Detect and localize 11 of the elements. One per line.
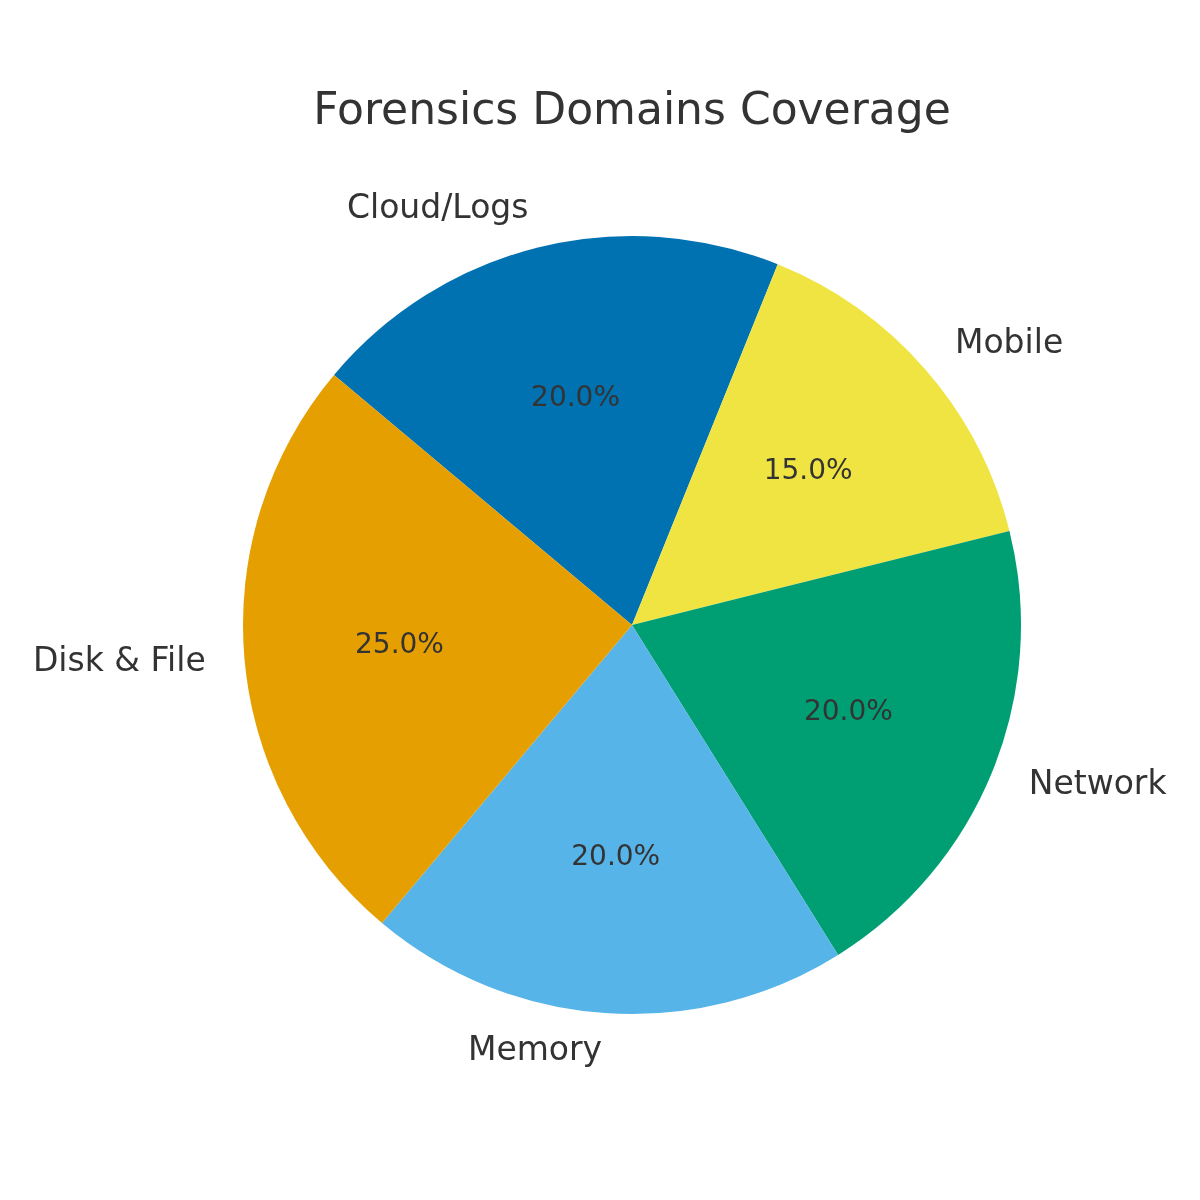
data-label: 25.0% — [355, 626, 444, 660]
data-label: 20.0% — [531, 379, 621, 413]
slice-label: Memory — [467, 1029, 603, 1069]
slice-label: Mobile — [954, 321, 1064, 361]
data-label: 20.0% — [803, 693, 893, 727]
slice-label: Cloud/Logs — [346, 187, 529, 227]
chart-title: Forensics Domains Coverage — [313, 83, 951, 134]
slice-label: Network — [1028, 762, 1168, 802]
data-label: 15.0% — [763, 453, 853, 487]
data-label: 20.0% — [571, 839, 661, 873]
slice-label: Disk & File — [32, 639, 206, 679]
